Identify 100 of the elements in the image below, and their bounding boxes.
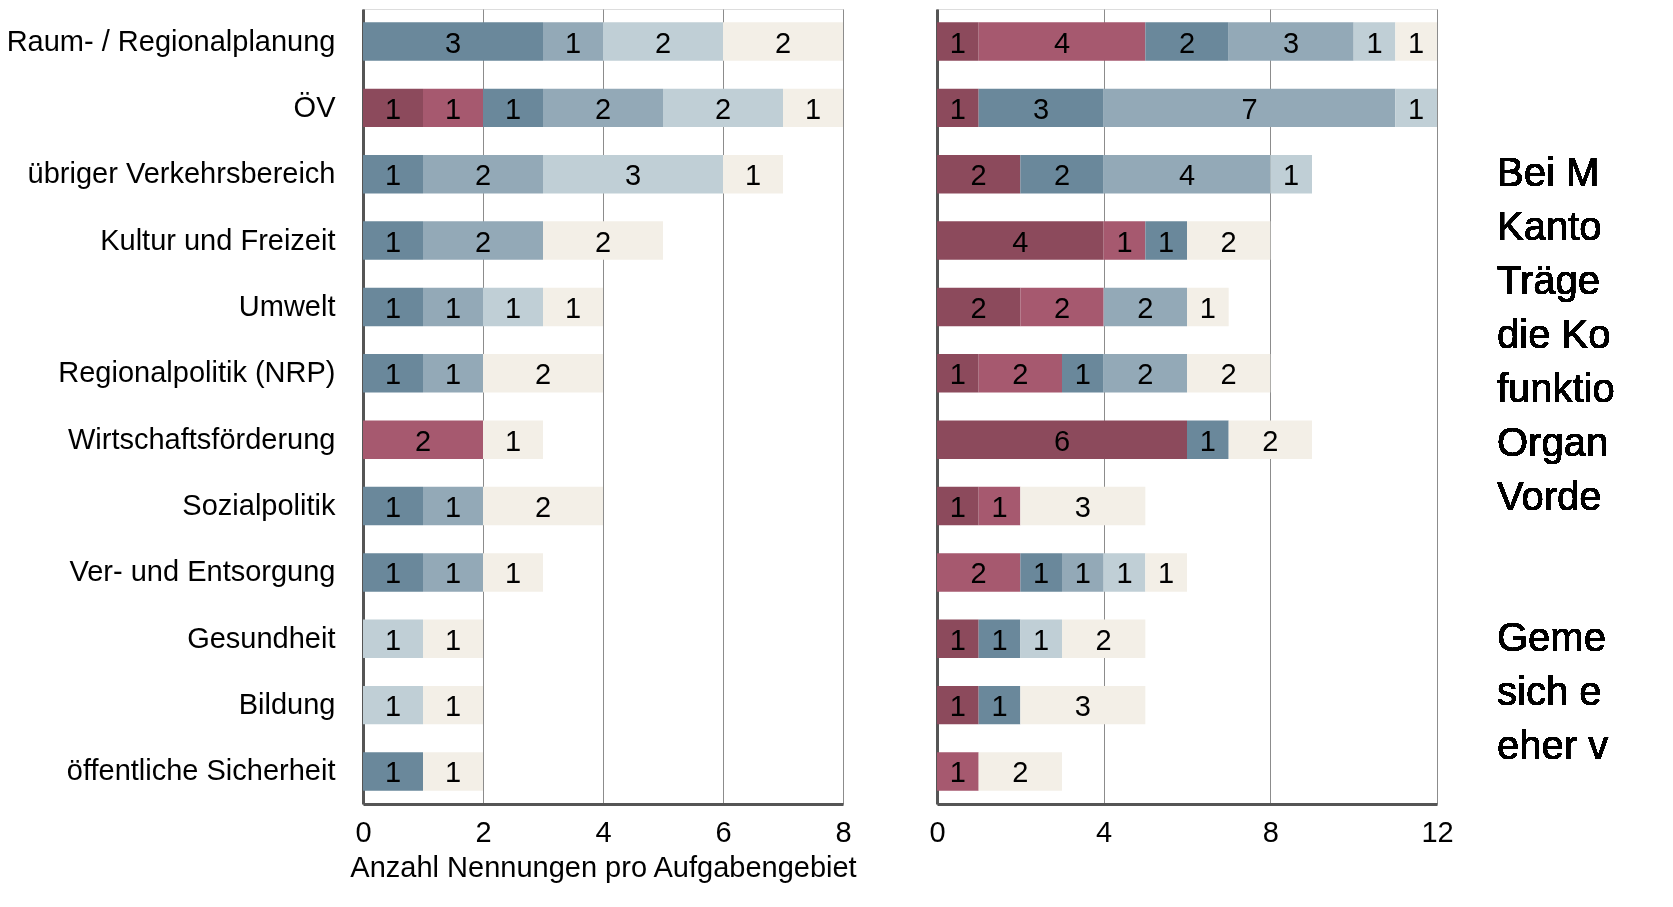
bar: [723, 154, 783, 194]
data-label: 1: [1033, 623, 1050, 656]
x-tick-label: 8: [1262, 815, 1279, 848]
data-label: 1: [444, 291, 462, 324]
bar: [663, 88, 783, 128]
x-tick-label: 12: [1421, 815, 1454, 848]
data-label: 2: [774, 26, 792, 59]
bar: [1020, 685, 1146, 725]
bar: [1103, 287, 1187, 327]
x-tick-label: 6: [715, 815, 732, 848]
data-label: 3: [1074, 690, 1091, 723]
bar: [937, 154, 1021, 194]
data-label: 1: [384, 623, 402, 656]
bar: [937, 22, 979, 61]
data-label: 4: [1053, 26, 1071, 59]
bar: [1270, 154, 1312, 194]
bar: [937, 287, 1021, 327]
bar: [423, 685, 483, 725]
bar: [937, 553, 1021, 592]
data-label: 2: [474, 159, 492, 192]
data-label: 2: [534, 491, 552, 524]
x-tick-label: 4: [595, 815, 612, 848]
bar: [543, 287, 603, 327]
data-label: 2: [1053, 159, 1071, 192]
bar: [1103, 221, 1146, 260]
bar: [1103, 553, 1146, 592]
data-label: 1: [504, 92, 522, 125]
data-label: 3: [444, 26, 462, 59]
data-label: 1: [564, 26, 582, 59]
data-label: 1: [384, 491, 402, 524]
bar: [1020, 154, 1104, 194]
bar: [937, 420, 1187, 459]
data-label: 1: [384, 225, 402, 258]
data-label: 1: [1074, 358, 1091, 391]
bar: [483, 88, 543, 128]
data-label: 2: [714, 92, 732, 125]
bar: [483, 420, 543, 459]
bar: [483, 553, 543, 592]
y-tick-label: Wirtschaftsförderung: [67, 422, 336, 455]
y-tick-label: Ver- und Entsorgung: [69, 555, 336, 588]
data-label: 2: [1053, 291, 1071, 324]
data-label: 2: [1095, 623, 1112, 656]
bar: [363, 221, 423, 260]
y-tick-label: Kultur und Freizeit: [100, 223, 336, 256]
data-label: 1: [384, 557, 402, 590]
bar: [937, 685, 979, 725]
bar: [363, 752, 423, 791]
bar: [543, 221, 663, 260]
data-label: 1: [991, 690, 1008, 723]
data-label: 1: [1033, 557, 1050, 590]
bar: [1187, 221, 1271, 260]
data-label: 2: [970, 291, 987, 324]
bar: [1020, 287, 1104, 327]
bar: [423, 619, 483, 659]
data-label: 2: [594, 225, 612, 258]
bar: [363, 553, 423, 592]
bar: [1395, 88, 1437, 128]
y-tick-label: Regionalpolitik (NRP): [58, 356, 336, 389]
data-label: 2: [1220, 225, 1237, 258]
data-label: 1: [444, 623, 462, 656]
data-label: 1: [949, 358, 966, 391]
data-label: 2: [414, 424, 432, 457]
data-label: 1: [1366, 26, 1383, 59]
bar: [1145, 221, 1187, 260]
bar: [423, 221, 543, 260]
data-label: 1: [444, 756, 462, 789]
bar: [423, 486, 483, 526]
bar: [1062, 354, 1104, 393]
bar: [937, 619, 979, 659]
data-label: 1: [991, 623, 1008, 656]
text: Bei M Kanto Träge die Ko funktio Organ Vorde: [1497, 150, 1615, 518]
data-label: 2: [1137, 291, 1154, 324]
bar: [483, 486, 603, 526]
data-label: 1: [504, 557, 522, 590]
bar: [1020, 619, 1062, 659]
data-label: 1: [564, 291, 582, 324]
bar: [1062, 619, 1146, 659]
bar: [978, 22, 1146, 61]
data-label: 1: [384, 358, 402, 391]
data-label: 2: [594, 92, 612, 125]
data-label: 2: [534, 358, 552, 391]
data-label: 4: [1012, 225, 1029, 258]
bar: [978, 88, 1104, 128]
bar: [1228, 22, 1354, 61]
data-label: 1: [949, 756, 966, 789]
data-label: 2: [1137, 358, 1154, 391]
data-label: 7: [1241, 92, 1258, 125]
data-label: 1: [444, 92, 462, 125]
data-label: 1: [949, 92, 966, 125]
data-label: 2: [1012, 756, 1029, 789]
bar: [1062, 553, 1104, 592]
data-label: 1: [1116, 557, 1133, 590]
bar: [1187, 354, 1271, 393]
data-label: 2: [1262, 424, 1279, 457]
bar: [1103, 354, 1187, 393]
bar: [423, 553, 483, 592]
bar: [363, 354, 423, 393]
bar: [543, 154, 723, 194]
data-label: 1: [1158, 225, 1175, 258]
data-label: 2: [970, 159, 987, 192]
